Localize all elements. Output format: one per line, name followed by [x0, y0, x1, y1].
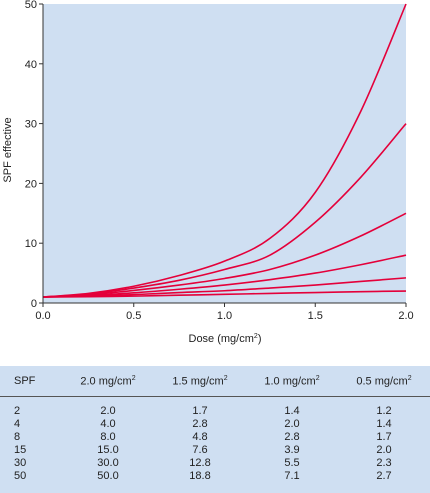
table-row: 8 8.0 4.8 2.8 1.7: [0, 431, 430, 444]
table-header-sup: 2: [407, 374, 412, 382]
x-axis-title-sup: 2: [254, 333, 258, 340]
table-cell: 50.0: [97, 470, 119, 482]
table-cell: 2: [14, 405, 21, 417]
table-header-text: SPF: [14, 375, 36, 387]
plot-background: [43, 4, 406, 303]
table-header-text: 1.0 mg/cm: [264, 375, 316, 388]
curve-line-5: [42, 123, 407, 298]
table-cell: 1.2: [376, 405, 392, 417]
y-tick-label: 40: [25, 59, 37, 71]
table-row: 2 2.0 1.7 1.4 1.2: [0, 397, 430, 419]
table-cell: 15: [14, 444, 27, 456]
spf-dose-chart: 0.0 0.5 1.0 1.5 2.0 0 10 20 30 40 50 SPF effectiv…: [2, 0, 414, 345]
table-cell: 8.0: [100, 431, 116, 443]
table-header-cell: 2.0 mg/cm2: [62, 366, 154, 397]
table-row: 15 15.0 7.6 3.9 2.0: [0, 444, 430, 457]
table-header-sup: 2: [131, 374, 136, 382]
table-cell: 2.8: [284, 431, 300, 443]
table-cell: 7.6: [192, 444, 208, 456]
x-axis-title-close: ): [258, 333, 262, 345]
table-row: 30 30.0 12.8 5.5 2.3: [0, 457, 430, 470]
x-axis-title-text: Dose (mg/cm: [189, 333, 254, 345]
table-header-text: 0.5 mg/cm: [356, 375, 408, 388]
table-row: 50 50.0 18.8 7.1 2.7: [0, 470, 430, 483]
table-cell: 30: [14, 457, 27, 469]
table-cell: 1.4: [376, 418, 392, 430]
table-header-sup: 2: [223, 374, 228, 382]
table-cell: 12.8: [189, 457, 211, 469]
curves: [42, 3, 407, 298]
table-cell: 2.3: [376, 457, 392, 469]
spf-table: SPF 2.0 mg/cm2 1.5 mg/cm2 1.0 mg/cm2 0.5 mg/…: [0, 366, 430, 483]
table-cell: 3.9: [284, 444, 300, 456]
x-tick-label: 2.0: [398, 310, 413, 322]
y-tick-label: 10: [25, 238, 37, 250]
x-tick-label: 0.5: [126, 310, 141, 322]
table-cell: 2.0: [100, 405, 116, 417]
curve-line-3: [42, 254, 407, 298]
table-header-sup: 2: [315, 374, 320, 382]
y-axis-ticks: 0 10 20 30 40 50: [25, 0, 43, 310]
x-axis-title: Dose (mg/cm2): [189, 333, 262, 345]
table-cell: 1.4: [284, 405, 300, 417]
table-cell: 2.7: [376, 470, 392, 482]
table-header-cell: SPF: [0, 366, 62, 397]
y-tick-label: 30: [25, 119, 37, 131]
table-header-cell: 1.0 mg/cm2: [246, 366, 338, 397]
y-axis-title: SPF effective: [2, 117, 14, 182]
table-cell: 5.5: [284, 457, 300, 469]
table-cell: 15.0: [97, 444, 119, 456]
spf-table-panel: SPF 2.0 mg/cm2 1.5 mg/cm2 1.0 mg/cm2 0.5 mg/…: [0, 366, 430, 493]
table-cell: 4.8: [192, 431, 208, 443]
table-row: 4 4.0 2.8 2.0 1.4: [0, 418, 430, 431]
table-cell: 2.0: [376, 444, 392, 456]
table-cell: 2.0: [284, 418, 300, 430]
x-tick-label: 0.0: [35, 310, 50, 322]
x-tick-label: 1.0: [217, 310, 232, 322]
x-axis-ticks: 0.0 0.5 1.0 1.5 2.0: [35, 303, 414, 322]
curve-line-6: [42, 3, 407, 298]
y-tick-label: 20: [25, 178, 37, 190]
table-cell: 4.0: [100, 418, 116, 430]
table-cell: 4: [14, 418, 21, 430]
table-cell: 50: [14, 470, 27, 482]
table-header-text: 1.5 mg/cm: [172, 375, 224, 388]
table-header-cell: 0.5 mg/cm2: [338, 366, 430, 397]
curve-line-2: [42, 277, 407, 298]
y-tick-label: 50: [25, 0, 37, 11]
table-cell: 7.1: [284, 470, 300, 482]
table-header-row: SPF 2.0 mg/cm2 1.5 mg/cm2 1.0 mg/cm2 0.5 mg/…: [0, 366, 430, 397]
table-cell: 1.7: [192, 405, 208, 417]
table-cell: 2.8: [192, 418, 208, 430]
curve-line-1: [42, 290, 407, 298]
table-header-cell: 1.5 mg/cm2: [154, 366, 246, 397]
table-cell: 1.7: [376, 431, 392, 443]
table-cell: 18.8: [189, 470, 211, 482]
table-header-text: 2.0 mg/cm: [80, 375, 132, 388]
table-body: 2 2.0 1.7 1.4 1.2 4 4.0 2.8 2.0 1.4 8 8.0 4.8 2.8 1.7 1…: [0, 397, 430, 484]
x-tick-label: 1.5: [308, 310, 323, 322]
table-cell: 8: [14, 431, 21, 443]
table-cell: 30.0: [97, 457, 119, 469]
curve-line-4: [42, 212, 407, 298]
y-tick-label: 0: [31, 298, 37, 310]
